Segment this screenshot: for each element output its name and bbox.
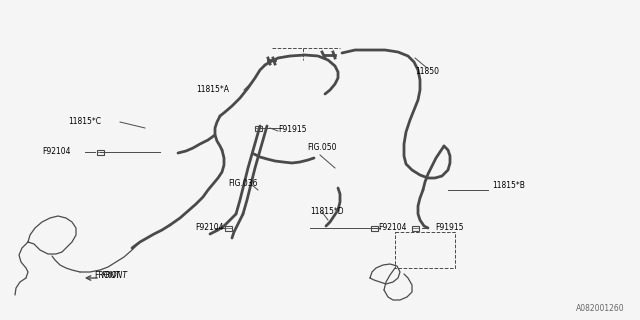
Text: F91915: F91915 (278, 125, 307, 134)
Text: F91915: F91915 (435, 223, 463, 233)
Bar (97, 149, 104, 155)
Text: A082001260: A082001260 (577, 304, 625, 313)
Bar (371, 226, 378, 230)
Text: 11815*C: 11815*C (68, 117, 101, 126)
Text: 11815*B: 11815*B (492, 180, 525, 189)
Text: F92104: F92104 (42, 148, 70, 156)
Text: FRONT: FRONT (102, 270, 128, 279)
Text: FRONT: FRONT (94, 270, 120, 279)
Text: FIG.050: FIG.050 (307, 143, 337, 153)
Text: 11850: 11850 (415, 68, 439, 76)
Bar (225, 226, 232, 230)
Bar (255, 125, 262, 131)
Text: 11815*D: 11815*D (310, 207, 344, 217)
Text: FIG.036: FIG.036 (228, 179, 257, 188)
Text: F92104: F92104 (195, 223, 223, 233)
Text: 11815*A: 11815*A (196, 85, 229, 94)
Bar (412, 226, 419, 230)
Text: F92104: F92104 (378, 223, 406, 233)
